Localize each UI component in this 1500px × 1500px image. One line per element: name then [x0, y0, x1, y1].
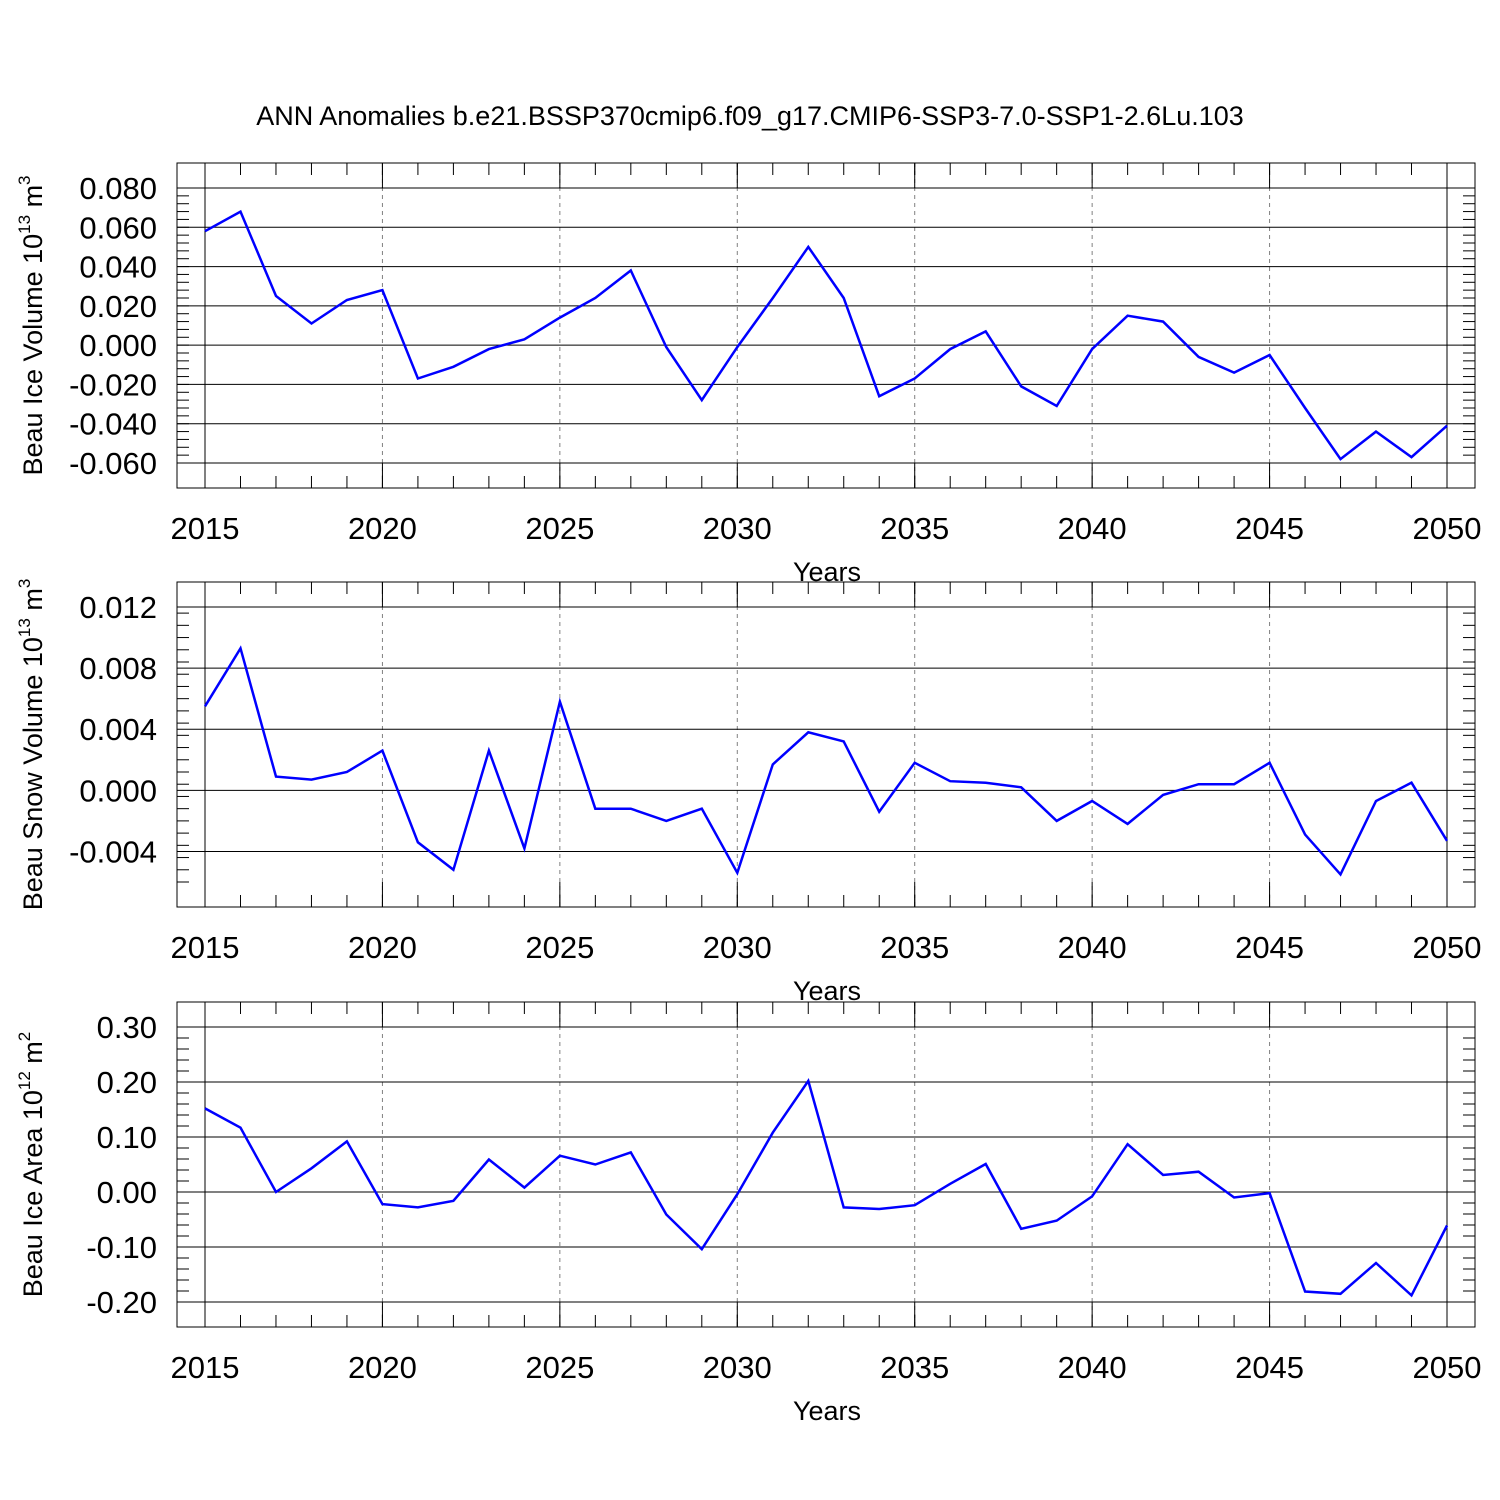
- y-tick-label: 0.012: [79, 590, 157, 625]
- x-tick-label: 2035: [880, 511, 949, 546]
- y-tick-label: 0.060: [79, 210, 157, 245]
- y-axis-title: Beau Ice Volume 1013 m3: [15, 175, 48, 475]
- plot-frame: [176, 162, 1476, 489]
- x-tick-label: 2020: [348, 930, 417, 965]
- x-tick-label: 2030: [703, 511, 772, 546]
- y-axis-title-text: Beau Ice Area 10: [18, 1090, 48, 1297]
- x-tick-label: 2040: [1058, 1350, 1127, 1385]
- x-tick-label: 2030: [703, 1350, 772, 1385]
- y-tick-label: -0.20: [86, 1285, 157, 1320]
- x-tick-label: 2035: [880, 930, 949, 965]
- y-axis-title: Beau Snow Volume 1013 m3: [15, 579, 48, 911]
- y-axis-title-unit-exponent: 3: [15, 579, 34, 588]
- plot-frame: [176, 1001, 1476, 1328]
- y-axis-title-text: Beau Ice Volume 10: [18, 234, 48, 476]
- x-tick-label: 2025: [525, 511, 594, 546]
- y-tick-label: 0.040: [79, 250, 157, 285]
- x-tick-label: 2050: [1413, 930, 1482, 965]
- y-axis-title-unit: m: [18, 185, 48, 215]
- panel-3: -0.20 -0.10 0.00 0.10 0.20 0.30 2015 2020 2025 20…: [15, 1001, 1482, 1426]
- x-tick-label: 2025: [525, 930, 594, 965]
- y-axis-title-exponent: 12: [15, 1071, 34, 1090]
- panel-2: -0.004 0.000 0.004 0.008 0.012 2015 2020 2025 20…: [15, 579, 1481, 1006]
- y-tick-label: 0.30: [97, 1010, 157, 1045]
- x-tick-label: 2050: [1413, 511, 1482, 546]
- y-tick-label: -0.040: [69, 407, 157, 442]
- y-axis-title-unit-exponent: 3: [15, 175, 34, 184]
- y-tick-label: 0.080: [79, 171, 157, 206]
- x-tick-label: 2045: [1235, 1350, 1304, 1385]
- figure-title: ANN Anomalies b.e21.BSSP370cmip6.f09_g17…: [256, 101, 1244, 131]
- x-axis-title: Years: [793, 1396, 861, 1426]
- panel-1: -0.060 -0.040 -0.020 0.000 0.020 0.040 0.060 0.…: [15, 162, 1482, 587]
- y-tick-label: -0.10: [86, 1230, 157, 1265]
- y-axis-title-unit-exponent: 2: [15, 1032, 34, 1041]
- x-tick-label: 2045: [1235, 930, 1304, 965]
- x-tick-label: 2015: [171, 511, 240, 546]
- x-tick-label: 2020: [348, 511, 417, 546]
- y-tick-label: 0.000: [79, 773, 157, 808]
- y-tick-label: -0.004: [69, 834, 157, 869]
- x-tick-label: 2020: [348, 1350, 417, 1385]
- x-tick-label: 2040: [1058, 930, 1127, 965]
- x-tick-label: 2040: [1058, 511, 1127, 546]
- x-tick-label: 2035: [880, 1350, 949, 1385]
- y-axis-title-text: Beau Snow Volume 10: [18, 637, 48, 910]
- x-tick-label: 2025: [525, 1350, 594, 1385]
- x-tick-label: 2015: [171, 1350, 240, 1385]
- y-tick-label: 0.020: [79, 289, 157, 324]
- y-tick-label: -0.060: [69, 446, 157, 481]
- y-tick-label: -0.020: [69, 367, 157, 402]
- y-tick-label: 0.004: [79, 712, 157, 747]
- y-tick-label: 0.20: [97, 1065, 157, 1100]
- x-axis-title: Years: [793, 976, 861, 1006]
- x-tick-label: 2050: [1413, 1350, 1482, 1385]
- series-line-1: [204, 209, 1448, 461]
- y-tick-label: 0.00: [97, 1175, 157, 1210]
- y-axis-title-exponent: 13: [15, 215, 34, 234]
- series-line-1: [204, 1077, 1449, 1298]
- x-tick-label: 2030: [703, 930, 772, 965]
- y-tick-label: 0.008: [79, 651, 157, 686]
- y-axis-title-unit: m: [18, 588, 48, 618]
- y-tick-label: 0.10: [97, 1120, 157, 1155]
- plot-frame: [176, 581, 1476, 908]
- y-tick-label: 0.000: [79, 328, 157, 363]
- y-axis-title-exponent: 13: [15, 618, 34, 637]
- x-tick-label: 2045: [1235, 511, 1304, 546]
- y-axis-title: Beau Ice Area 1012 m2: [15, 1032, 48, 1298]
- panels-group: -0.060 -0.040 -0.020 0.000 0.020 0.040 0.060 0.…: [15, 162, 1482, 1426]
- y-axis-title-unit: m: [18, 1041, 48, 1071]
- x-tick-label: 2015: [171, 930, 240, 965]
- series-line-1: [203, 645, 1449, 877]
